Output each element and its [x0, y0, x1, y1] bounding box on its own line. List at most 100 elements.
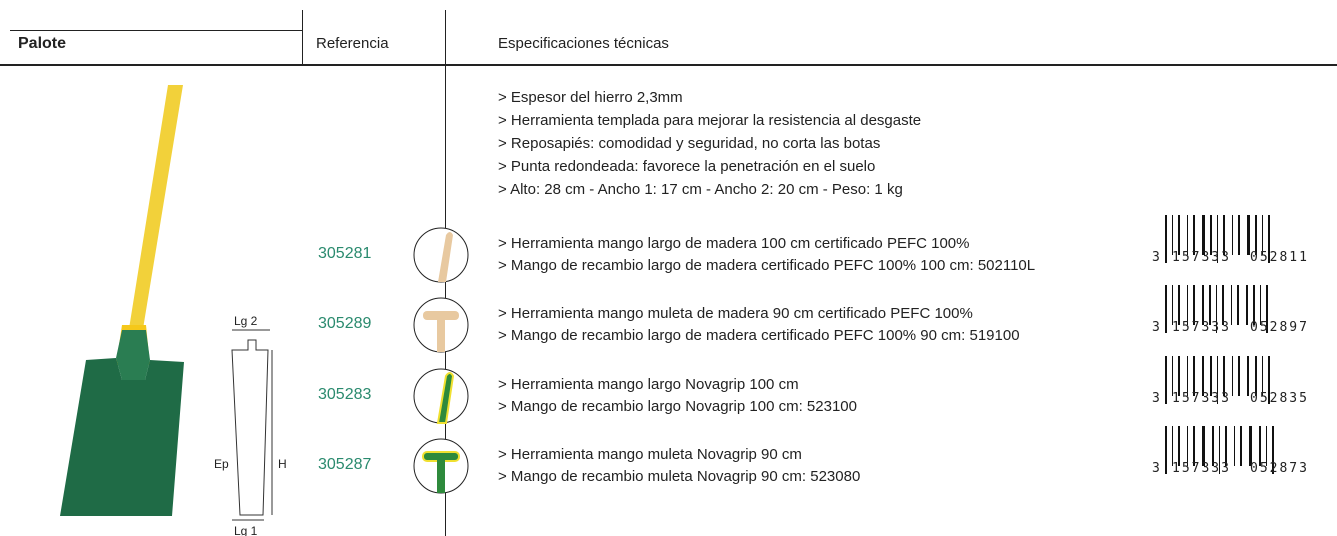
barcode-bar — [1253, 285, 1255, 325]
barcode-bar — [1266, 426, 1267, 466]
column-header: Especificaciones técnicas — [498, 35, 669, 52]
barcode-bar — [1249, 426, 1252, 466]
barcode-bar — [1187, 356, 1188, 396]
barcode-bar — [1223, 215, 1225, 255]
barcode-bar — [1187, 215, 1188, 255]
barcode — [1165, 356, 1270, 404]
barcode-bar — [1247, 356, 1249, 396]
barcode-bar — [1222, 285, 1224, 325]
barcode-bar — [1165, 285, 1167, 333]
barcode-bar — [1209, 285, 1211, 325]
barcode-bar — [1193, 426, 1195, 466]
barcode-bar — [1217, 356, 1218, 404]
spec-line: > Mango de recambio largo Novagrip 100 c… — [498, 398, 857, 415]
barcode-bar — [1268, 215, 1270, 263]
barcode-bar — [1262, 356, 1263, 396]
barcode — [1165, 285, 1268, 333]
spec-line: > Herramienta templada para mejorar la r… — [498, 112, 922, 129]
spec-line: > Reposapiés: comodidad y seguridad, no … — [498, 135, 881, 152]
rule — [302, 10, 303, 65]
barcode-bar — [1178, 426, 1180, 466]
barcode-bar — [1178, 285, 1180, 325]
barcode-bar — [1210, 356, 1212, 396]
barcode-bar — [1165, 356, 1167, 404]
barcode-digits: 3 — [1152, 320, 1160, 335]
reference: 305289 — [318, 315, 372, 332]
barcode-bar — [1193, 215, 1195, 255]
barcode-bar — [1238, 215, 1240, 255]
diagram-label: Ep — [214, 457, 229, 471]
barcode-digits: 157333 — [1172, 461, 1231, 476]
handle-icon — [437, 319, 445, 352]
barcode-bar — [1255, 215, 1257, 255]
barcode-bar — [1219, 426, 1220, 474]
barcode-bar — [1231, 285, 1232, 325]
barcode-bar — [1165, 426, 1167, 474]
barcode-bar — [1240, 426, 1242, 466]
barcode-bar — [1260, 285, 1261, 325]
barcode-bar — [1223, 356, 1225, 396]
column-header: Referencia — [316, 35, 389, 52]
barcode-bar — [1172, 285, 1173, 325]
spec-line: > Herramienta mango largo de madera 100 … — [498, 235, 970, 252]
handle-icon — [423, 311, 459, 320]
barcode-bar — [1232, 356, 1233, 396]
product-title: Palote — [18, 35, 67, 52]
reference: 305283 — [318, 386, 372, 403]
barcode-bar — [1187, 285, 1188, 325]
spec-line: > Mango de recambio largo de madera cert… — [498, 327, 1020, 344]
barcode-bar — [1172, 215, 1173, 255]
barcode-bar — [1202, 215, 1205, 255]
barcode-bar — [1216, 285, 1217, 333]
barcode-bar — [1165, 215, 1167, 263]
barcode-bar — [1234, 426, 1235, 466]
barcode-bar — [1202, 285, 1204, 325]
diagram-label: Lg 1 — [234, 524, 258, 536]
spec-line: > Punta redondeada: favorece la penetrac… — [498, 158, 876, 175]
barcode-digits: 052873 — [1250, 461, 1309, 476]
spec-line: > Herramienta mango largo Novagrip 100 c… — [498, 376, 799, 393]
barcode-digits: 3 — [1152, 391, 1160, 406]
diagram-label: H — [278, 457, 287, 471]
spec-line: > Espesor del hierro 2,3mm — [498, 89, 683, 106]
barcode-bar — [1259, 426, 1261, 466]
handle-icon — [436, 372, 455, 424]
reference: 305287 — [318, 456, 372, 473]
barcode-digits: 157333 — [1172, 250, 1231, 265]
barcode — [1165, 215, 1270, 263]
dimension-diagram — [231, 329, 273, 521]
spec-line: > Mango de recambio muleta Novagrip 90 c… — [498, 468, 861, 485]
barcode-bar — [1246, 285, 1248, 325]
barcode-digits: 052835 — [1250, 391, 1309, 406]
spec-line: > Alto: 28 cm - Ancho 1: 17 cm - Ancho 2… — [498, 181, 903, 198]
barcode-bar — [1178, 356, 1180, 396]
shovel-illustration — [60, 85, 184, 516]
barcode-digits: 3 — [1152, 250, 1160, 265]
barcode-digits: 157333 — [1172, 391, 1231, 406]
barcode-bar — [1193, 356, 1195, 396]
barcode-bar — [1237, 285, 1239, 325]
barcode-bar — [1178, 215, 1180, 255]
handle-icon — [437, 460, 445, 493]
barcode-bar — [1202, 356, 1204, 396]
barcode-digits: 052897 — [1250, 320, 1309, 335]
barcode-bar — [1202, 426, 1205, 466]
barcode-bar — [1247, 215, 1250, 255]
barcode-bar — [1172, 426, 1173, 466]
header-rule — [0, 64, 1337, 66]
barcode-digits: 3 — [1152, 461, 1160, 476]
barcode-bar — [1193, 285, 1195, 325]
barcode-bar — [1210, 215, 1212, 255]
barcode-digits: 157333 — [1172, 320, 1231, 335]
spec-line: > Herramienta mango muleta Novagrip 90 c… — [498, 446, 802, 463]
barcode-bar — [1217, 215, 1218, 263]
barcode-bar — [1272, 426, 1274, 474]
diagram-label: Lg 2 — [234, 314, 258, 328]
barcode-bar — [1255, 356, 1257, 396]
reference: 305281 — [318, 245, 372, 262]
rule — [10, 30, 302, 31]
spec-line: > Mango de recambio largo de madera cert… — [498, 257, 1036, 274]
handle-icon — [422, 451, 460, 462]
